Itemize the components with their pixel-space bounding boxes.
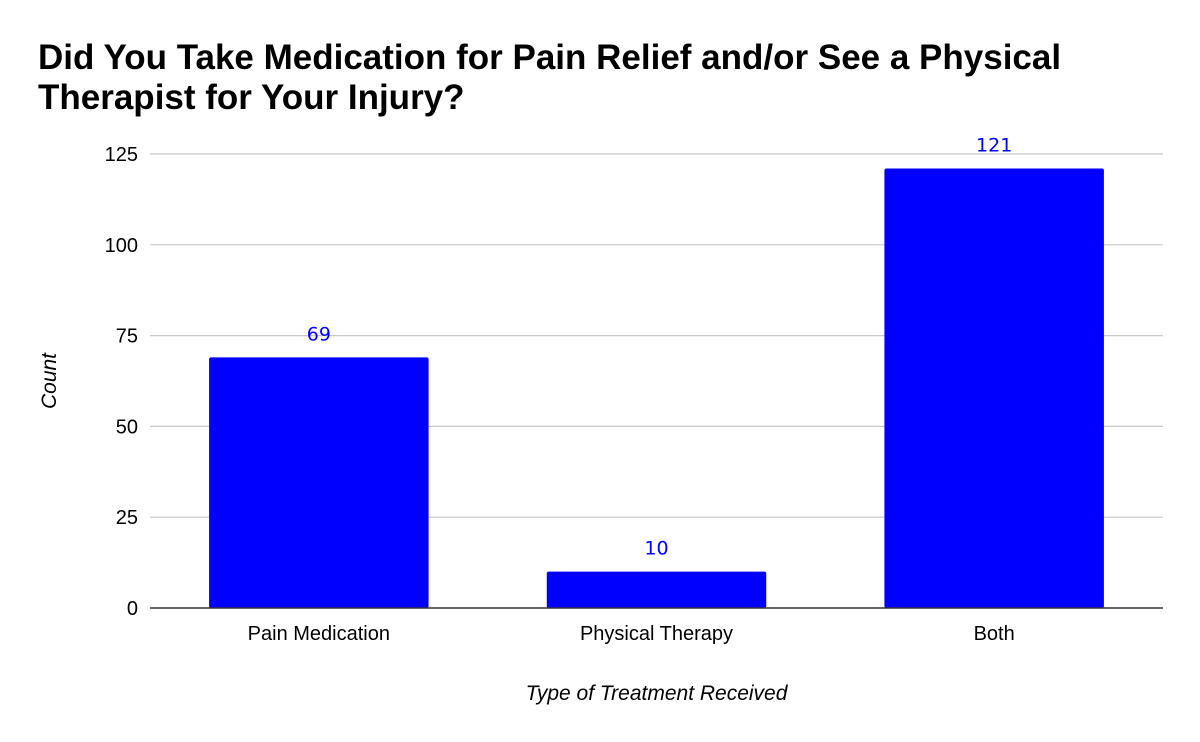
bar (546, 571, 767, 608)
y-axis-ticks: 0 25 50 75 100 125 (105, 144, 138, 620)
chart-title: Did You Take Medication for Pain Relief … (38, 38, 1062, 117)
y-tick-label: 75 (116, 326, 138, 348)
y-tick-label: 100 (105, 235, 138, 257)
bar (884, 168, 1104, 608)
x-axis-categories: Pain Medication Physical Therapy Both (248, 623, 1015, 645)
x-axis-title: Type of Treatment Received (526, 682, 789, 705)
y-axis-title: Count (38, 352, 61, 409)
data-label: 10 (644, 538, 668, 560)
x-category-label: Both (974, 623, 1015, 645)
data-labels: 69 10 121 (307, 135, 1013, 560)
bars (209, 168, 1104, 608)
y-tick-label: 25 (116, 507, 138, 529)
y-tick-label: 50 (116, 416, 138, 438)
x-category-label: Pain Medication (248, 623, 390, 645)
y-tick-label: 0 (127, 598, 138, 620)
x-category-label: Physical Therapy (580, 623, 733, 645)
data-label: 69 (307, 323, 331, 345)
y-tick-label: 125 (105, 144, 138, 166)
data-label: 121 (976, 135, 1012, 157)
bar (209, 357, 429, 608)
